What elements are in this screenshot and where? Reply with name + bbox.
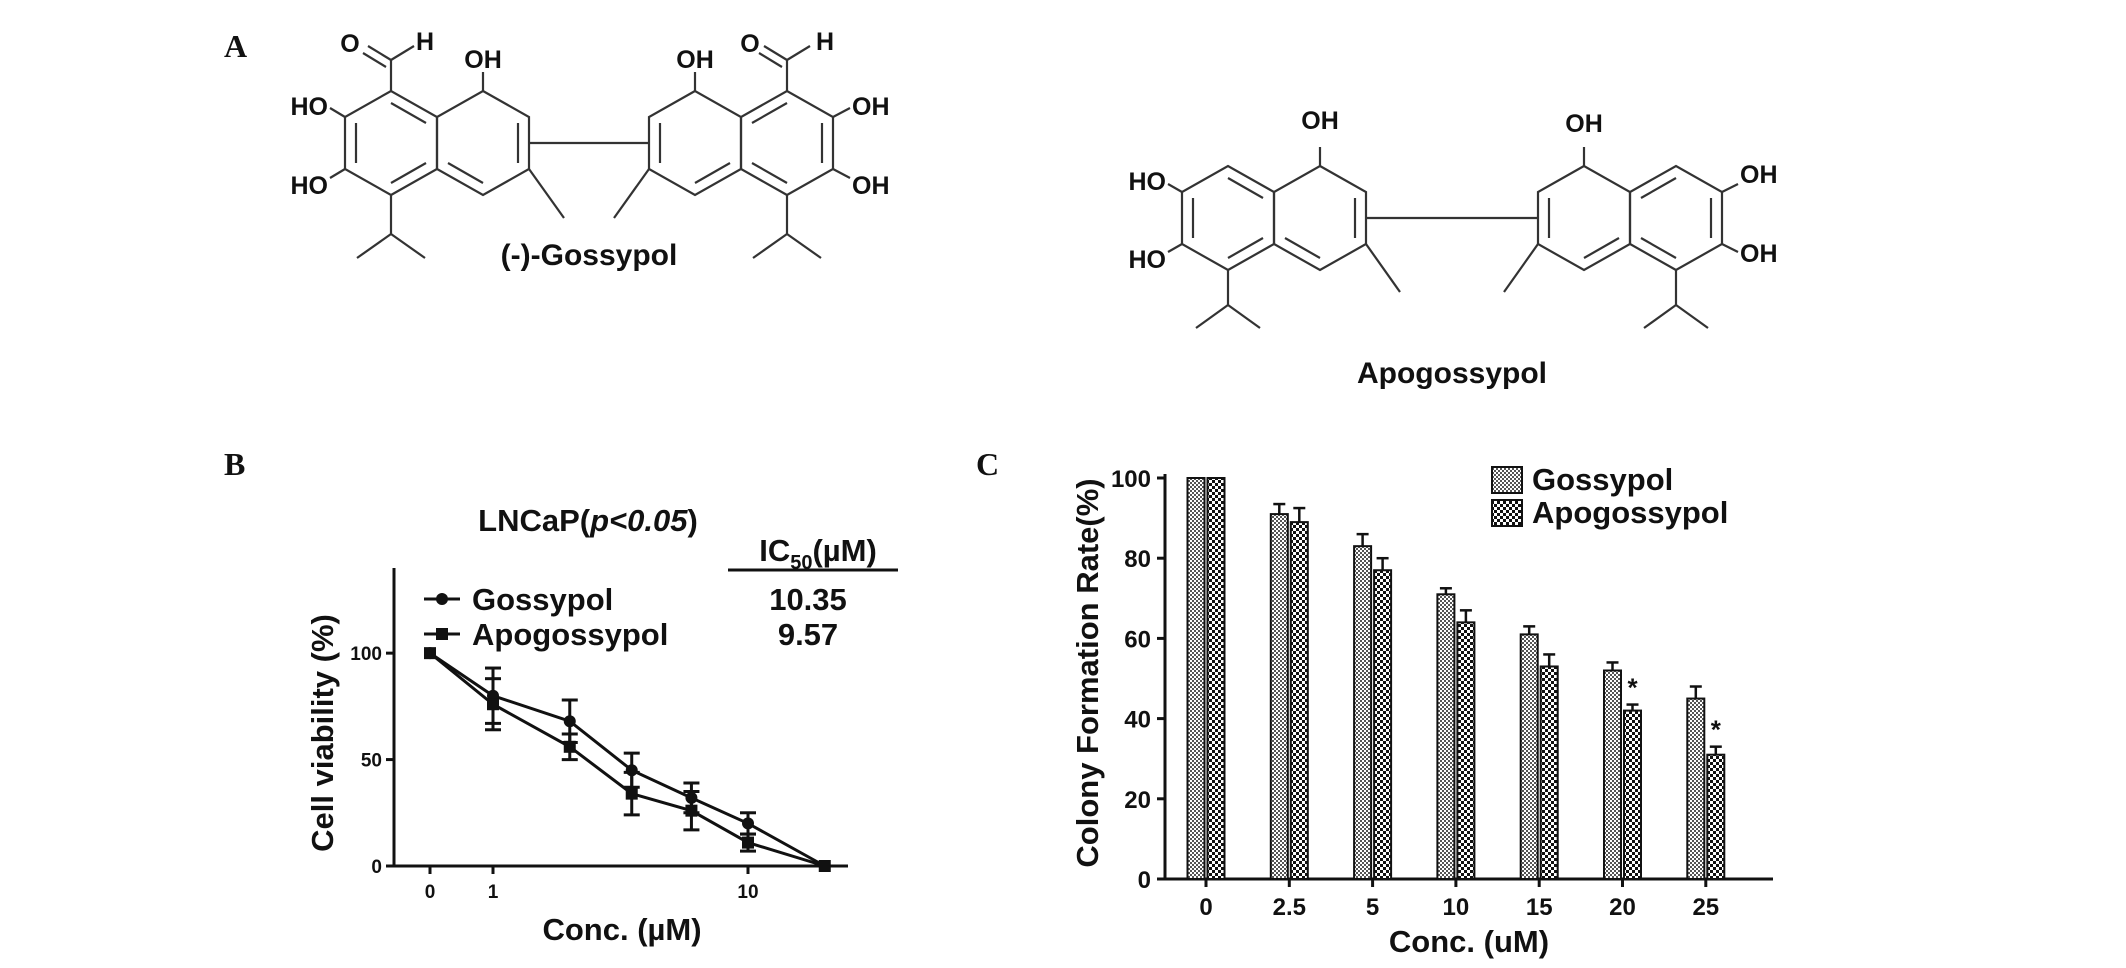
chart-c-bar-gossypol xyxy=(1269,513,1289,881)
apogossypol-ho-lower: HO xyxy=(1129,246,1167,274)
chart-c-x-tick-label: 2.5 xyxy=(1273,894,1306,921)
chart-c-x-tick-label: 5 xyxy=(1366,894,1379,921)
panel-label-c: C xyxy=(976,446,999,482)
chart-b-legend-label-apogossypol: Apogossypol xyxy=(472,617,668,652)
chart-c-bar-apogossypol xyxy=(1206,477,1226,880)
chart-c-x-tick-label: 20 xyxy=(1609,894,1636,921)
chart-b-ic50-header: IC50(µM) xyxy=(759,533,877,574)
chart-c-bar-apogossypol xyxy=(1623,709,1642,881)
chart-b-point-apogossypol xyxy=(742,836,754,849)
chart-c-x-tick-label: 15 xyxy=(1526,894,1553,921)
chart-b-point-apogossypol xyxy=(685,804,698,817)
chart-b-legend-marker-gossypol xyxy=(436,593,448,605)
chart-b-point-gossypol xyxy=(742,817,754,830)
gossypol-oh-lower-right: OH xyxy=(852,172,890,200)
chart-c-bar-gossypol xyxy=(1353,545,1373,880)
chart-c-legend-label-apogossypol: Apogossypol xyxy=(1532,495,1728,530)
gossypol-ho-lower: HO xyxy=(291,172,329,200)
gossypol-aldehyde-h-right: H xyxy=(816,28,834,56)
chart-c-bar-apogossypol xyxy=(1373,569,1393,880)
chart-c-legend-label-gossypol: Gossypol xyxy=(1532,462,1673,497)
apogossypol-oh-lower-right: OH xyxy=(1740,240,1778,268)
chart-b-line-gossypol xyxy=(429,651,826,868)
chart-c-bar-gossypol xyxy=(1519,633,1539,881)
gossypol-aldehyde-o-left: O xyxy=(340,30,359,58)
chart-c-x-tick-label: 10 xyxy=(1443,894,1470,921)
chart-c-x-tick-label: 0 xyxy=(1199,894,1212,921)
apogossypol-oh-top-right: OH xyxy=(1565,110,1603,138)
chart-c-bar-apogossypol xyxy=(1706,753,1726,880)
chart-b-point-apogossypol xyxy=(625,787,638,800)
chart-c-significance-marker: * xyxy=(1627,673,1638,703)
gossypol-atom-labels: O H O H OH OH HO HO OH OH xyxy=(291,28,890,200)
chart-c-x-tick-label: 25 xyxy=(1692,894,1719,921)
chart-b-y-tick-label: 50 xyxy=(361,751,382,772)
panel-label-b: B xyxy=(224,446,245,482)
chart-c-bar-apogossypol xyxy=(1289,521,1309,880)
chart-c-significance-marker: * xyxy=(1711,715,1722,745)
chart-b-x-tick-label: 1 xyxy=(488,882,499,903)
chart-c-bar-gossypol xyxy=(1436,593,1456,880)
gossypol-structure xyxy=(329,45,851,259)
apogossypol-atom-labels: OH OH HO HO OH OH xyxy=(1129,107,1778,274)
chart-b-point-apogossypol xyxy=(487,698,499,711)
gossypol-aldehyde-h-left: H xyxy=(416,28,434,56)
chart-b-point-gossypol xyxy=(563,715,576,728)
chart-b-ic50-value-apogossypol: 9.57 xyxy=(778,617,838,652)
chart-b-ylabel: Cell viability (%) xyxy=(305,614,340,852)
chart-b-xlabel: Conc. (µM) xyxy=(542,912,701,947)
panel-label-a: A xyxy=(224,28,247,64)
chart-c-y-tick-label: 0 xyxy=(1138,867,1151,894)
gossypol-name: (-)-Gossypol xyxy=(501,239,678,272)
chart-c-legend-swatch-gossypol xyxy=(1491,466,1523,494)
chart-c-legend-swatch-apogossypol xyxy=(1491,499,1523,527)
apogossypol-name: Apogossypol xyxy=(1357,357,1547,390)
chart-c-y-tick-label: 80 xyxy=(1124,546,1151,573)
chart-c-bar-gossypol xyxy=(1603,669,1622,880)
chart-c-bar-apogossypol xyxy=(1539,665,1559,880)
chart-c-bar-gossypol xyxy=(1686,697,1706,880)
chart-b: LNCaP(p<0.05) IC50(µM) Cell viability (%… xyxy=(305,503,898,947)
chart-c-y-tick-label: 40 xyxy=(1124,707,1151,734)
chart-c-y-tick-label: 60 xyxy=(1124,626,1151,653)
apogossypol-structure xyxy=(1167,147,1739,329)
chart-c-ylabel: Colony Formation Rate(%) xyxy=(1070,478,1105,867)
chart-c: Colony Formation Rate(%) Conc. (uM) 0 20 4… xyxy=(1070,462,1773,959)
gossypol-oh-top-left: OH xyxy=(464,46,502,74)
chart-b-title: LNCaP(p<0.05) xyxy=(478,503,698,538)
chart-b-y-tick-label: 0 xyxy=(371,857,382,878)
chart-c-xlabel: Conc. (uM) xyxy=(1389,924,1549,959)
gossypol-aldehyde-o-right: O xyxy=(740,30,759,58)
chart-b-legend-marker-apogossypol xyxy=(436,628,448,640)
chart-b-point-apogossypol xyxy=(424,647,436,660)
chart-c-bar-apogossypol xyxy=(1456,621,1476,880)
chart-b-x-tick-label: 10 xyxy=(737,882,758,903)
chart-c-y-tick-label: 100 xyxy=(1111,466,1151,493)
chart-b-y-tick-label: 100 xyxy=(350,644,382,665)
chart-b-legend-label-gossypol: Gossypol xyxy=(472,582,613,617)
gossypol-oh-top-right: OH xyxy=(676,46,714,74)
chart-c-y-tick-label: 20 xyxy=(1124,787,1151,814)
chart-b-point-apogossypol xyxy=(563,740,576,753)
chart-b-x-tick-label: 0 xyxy=(425,882,436,903)
chart-b-ic50-value-gossypol: 10.35 xyxy=(769,582,847,617)
gossypol-oh-upper-right: OH xyxy=(852,93,890,121)
gossypol-ho-upper: HO xyxy=(291,93,329,121)
chart-c-bar-gossypol xyxy=(1186,477,1206,880)
apogossypol-ho-upper: HO xyxy=(1129,168,1167,196)
apogossypol-oh-upper-right: OH xyxy=(1740,161,1778,189)
chart-b-point-apogossypol xyxy=(818,860,831,872)
apogossypol-oh-top-left: OH xyxy=(1301,107,1339,135)
